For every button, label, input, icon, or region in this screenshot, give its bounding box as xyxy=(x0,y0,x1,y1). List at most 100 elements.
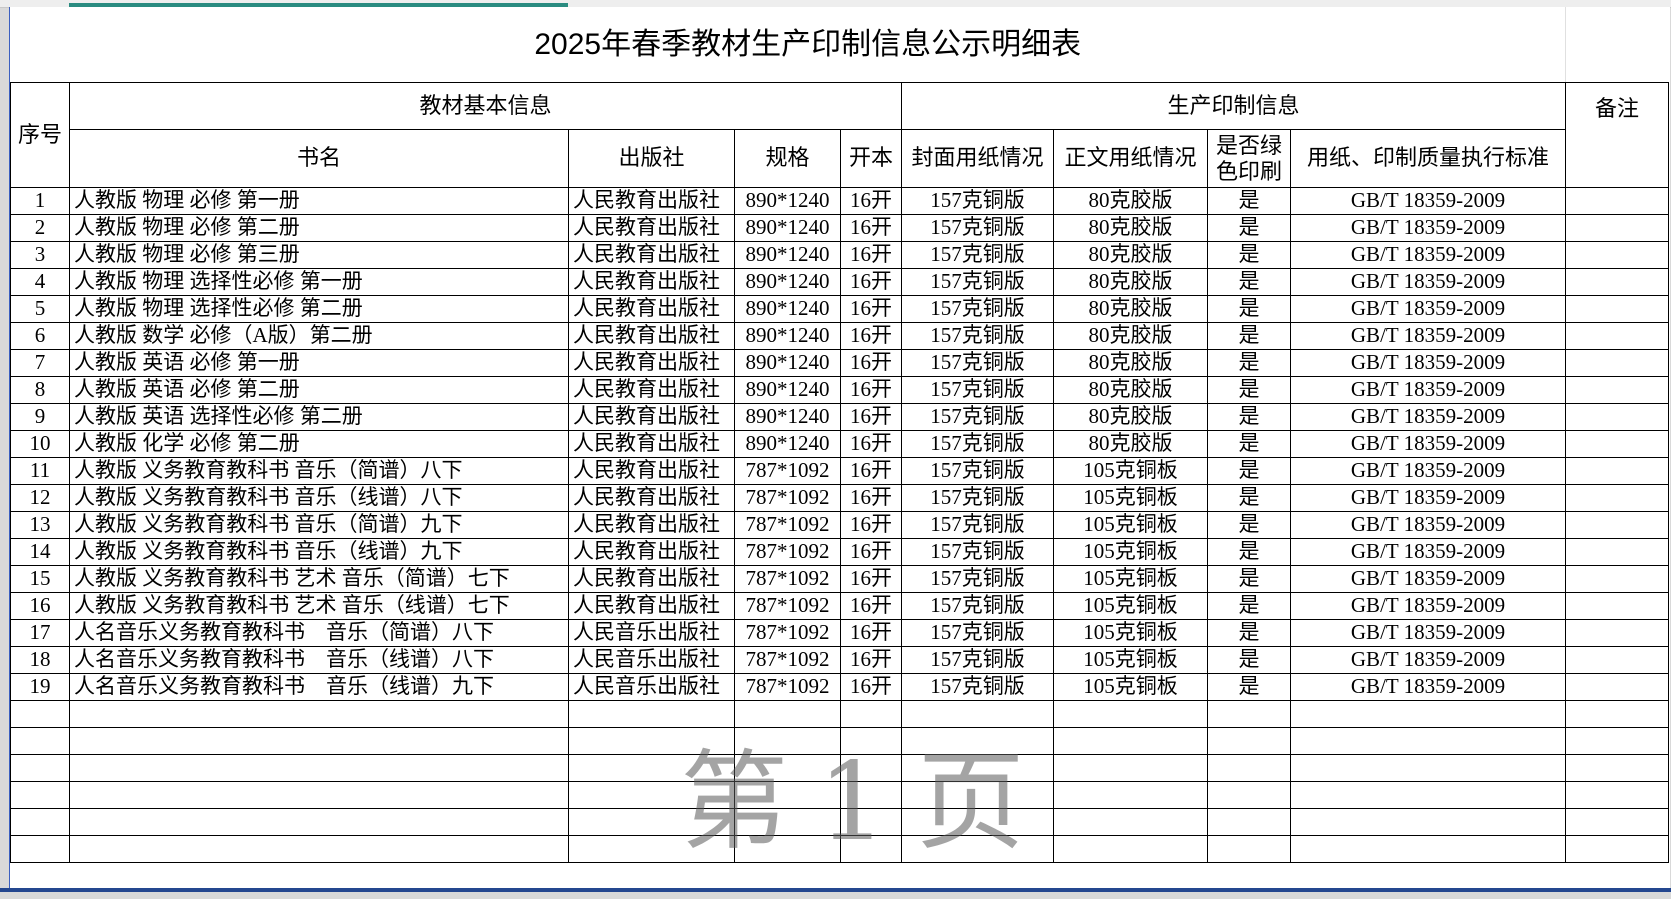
cell-format[interactable]: 16开 xyxy=(840,592,902,620)
cell-seq[interactable]: 5 xyxy=(10,295,70,323)
cell-green-print[interactable]: 是 xyxy=(1207,241,1291,269)
cell-book-name[interactable]: 人教版 义务教育教科书 音乐（简谱）八下 xyxy=(69,457,569,485)
cell-text-paper[interactable]: 80克胶版 xyxy=(1053,349,1208,377)
cell-format[interactable]: 16开 xyxy=(840,484,902,512)
cell-spec[interactable]: 787*1092 xyxy=(734,619,841,647)
cell-seq[interactable]: 15 xyxy=(10,565,70,593)
cell-green-print[interactable]: 是 xyxy=(1207,511,1291,539)
cell-seq[interactable]: 17 xyxy=(10,619,70,647)
cell-cover-paper[interactable]: 157克铜版 xyxy=(901,214,1054,242)
empty-cell[interactable] xyxy=(901,754,1054,782)
empty-cell[interactable] xyxy=(1290,754,1566,782)
cell-green-print[interactable]: 是 xyxy=(1207,484,1291,512)
cell-cover-paper[interactable]: 157克铜版 xyxy=(901,268,1054,296)
cell-green-print[interactable]: 是 xyxy=(1207,268,1291,296)
cell-spec[interactable]: 890*1240 xyxy=(734,376,841,404)
cell-cover-paper[interactable]: 157克铜版 xyxy=(901,376,1054,404)
cell-spec[interactable]: 890*1240 xyxy=(734,403,841,431)
cell-seq[interactable]: 14 xyxy=(10,538,70,566)
cell-cover-paper[interactable]: 157克铜版 xyxy=(901,295,1054,323)
cell-book-name[interactable]: 人教版 英语 选择性必修 第二册 xyxy=(69,403,569,431)
cell-spec[interactable]: 787*1092 xyxy=(734,592,841,620)
cell-cover-paper[interactable]: 157克铜版 xyxy=(901,457,1054,485)
cell-standard[interactable]: GB/T 18359-2009 xyxy=(1290,376,1566,404)
empty-cell[interactable] xyxy=(901,835,1054,863)
cell-text-paper[interactable]: 80克胶版 xyxy=(1053,295,1208,323)
cell-remark[interactable] xyxy=(1565,241,1669,269)
cell-book-name[interactable]: 人教版 物理 必修 第一册 xyxy=(69,187,569,215)
cell-remark[interactable] xyxy=(1565,295,1669,323)
cell-book-name[interactable]: 人教版 义务教育教科书 音乐（线谱）八下 xyxy=(69,484,569,512)
empty-cell[interactable] xyxy=(1565,835,1669,863)
empty-cell[interactable] xyxy=(840,808,902,836)
cell-remark[interactable] xyxy=(1565,619,1669,647)
cell-format[interactable]: 16开 xyxy=(840,268,902,296)
cell-publisher[interactable]: 人民音乐出版社 xyxy=(568,619,735,647)
cell-text-paper[interactable]: 80克胶版 xyxy=(1053,322,1208,350)
cell-spec[interactable]: 787*1092 xyxy=(734,538,841,566)
cell-seq[interactable]: 18 xyxy=(10,646,70,674)
cell-format[interactable]: 16开 xyxy=(840,187,902,215)
empty-cell[interactable] xyxy=(568,754,735,782)
header-green-print[interactable]: 是否绿色印刷 xyxy=(1207,129,1291,188)
empty-cell[interactable] xyxy=(1053,781,1208,809)
cell-book-name[interactable]: 人名音乐义务教育教科书 音乐（线谱）九下 xyxy=(69,673,569,701)
cell-spec[interactable]: 890*1240 xyxy=(734,241,841,269)
empty-cell[interactable] xyxy=(1053,754,1208,782)
cell-publisher[interactable]: 人民教育出版社 xyxy=(568,592,735,620)
cell-cover-paper[interactable]: 157克铜版 xyxy=(901,484,1054,512)
cell-publisher[interactable]: 人民教育出版社 xyxy=(568,403,735,431)
header-seq[interactable]: 序号 xyxy=(10,82,70,188)
cell-seq[interactable]: 3 xyxy=(10,241,70,269)
cell-cover-paper[interactable]: 157克铜版 xyxy=(901,565,1054,593)
cell-format[interactable]: 16开 xyxy=(840,349,902,377)
cell-seq[interactable]: 16 xyxy=(10,592,70,620)
cell-standard[interactable]: GB/T 18359-2009 xyxy=(1290,187,1566,215)
cell-cover-paper[interactable]: 157克铜版 xyxy=(901,592,1054,620)
empty-cell[interactable] xyxy=(1207,727,1291,755)
cell-format[interactable]: 16开 xyxy=(840,565,902,593)
cell-standard[interactable]: GB/T 18359-2009 xyxy=(1290,241,1566,269)
cell-standard[interactable]: GB/T 18359-2009 xyxy=(1290,619,1566,647)
cell-standard[interactable]: GB/T 18359-2009 xyxy=(1290,673,1566,701)
cell-spec[interactable]: 787*1092 xyxy=(734,484,841,512)
cell-spec[interactable]: 890*1240 xyxy=(734,349,841,377)
cell-text-paper[interactable]: 105克铜板 xyxy=(1053,484,1208,512)
page-title[interactable]: 2025年春季教材生产印制信息公示明细表 xyxy=(10,7,1566,83)
cell-standard[interactable]: GB/T 18359-2009 xyxy=(1290,484,1566,512)
cell-publisher[interactable]: 人民教育出版社 xyxy=(568,268,735,296)
empty-cell[interactable] xyxy=(568,700,735,728)
cell-standard[interactable]: GB/T 18359-2009 xyxy=(1290,322,1566,350)
cell-remark[interactable] xyxy=(1565,565,1669,593)
empty-cell[interactable] xyxy=(734,808,841,836)
cell-standard[interactable]: GB/T 18359-2009 xyxy=(1290,430,1566,458)
cell-publisher[interactable]: 人民教育出版社 xyxy=(568,241,735,269)
cell-book-name[interactable]: 人教版 化学 必修 第二册 xyxy=(69,430,569,458)
cell-green-print[interactable]: 是 xyxy=(1207,457,1291,485)
cell-seq[interactable]: 4 xyxy=(10,268,70,296)
header-spec[interactable]: 规格 xyxy=(734,129,841,188)
header-group-production[interactable]: 生产印制信息 xyxy=(901,82,1566,130)
cell-publisher[interactable]: 人民教育出版社 xyxy=(568,457,735,485)
cell-text-paper[interactable]: 105克铜板 xyxy=(1053,673,1208,701)
cell-seq[interactable]: 13 xyxy=(10,511,70,539)
cell-text-paper[interactable]: 105克铜板 xyxy=(1053,511,1208,539)
cell-publisher[interactable]: 人民教育出版社 xyxy=(568,376,735,404)
cell-cover-paper[interactable]: 157克铜版 xyxy=(901,322,1054,350)
header-group-basic[interactable]: 教材基本信息 xyxy=(69,82,902,130)
cell-publisher[interactable]: 人民教育出版社 xyxy=(568,565,735,593)
empty-cell[interactable] xyxy=(1207,700,1291,728)
cell-book-name[interactable]: 人名音乐义务教育教科书 音乐（简谱）八下 xyxy=(69,619,569,647)
cell-cover-paper[interactable]: 157克铜版 xyxy=(901,430,1054,458)
empty-cell[interactable] xyxy=(69,727,569,755)
cell-green-print[interactable]: 是 xyxy=(1207,214,1291,242)
header-text-paper[interactable]: 正文用纸情况 xyxy=(1053,129,1208,188)
cell-spec[interactable]: 787*1092 xyxy=(734,646,841,674)
cell-seq[interactable]: 12 xyxy=(10,484,70,512)
cell-seq[interactable]: 1 xyxy=(10,187,70,215)
empty-cell[interactable] xyxy=(734,835,841,863)
empty-cell[interactable] xyxy=(1290,808,1566,836)
empty-cell[interactable] xyxy=(1053,808,1208,836)
cell-seq[interactable]: 2 xyxy=(10,214,70,242)
cell-green-print[interactable]: 是 xyxy=(1207,349,1291,377)
